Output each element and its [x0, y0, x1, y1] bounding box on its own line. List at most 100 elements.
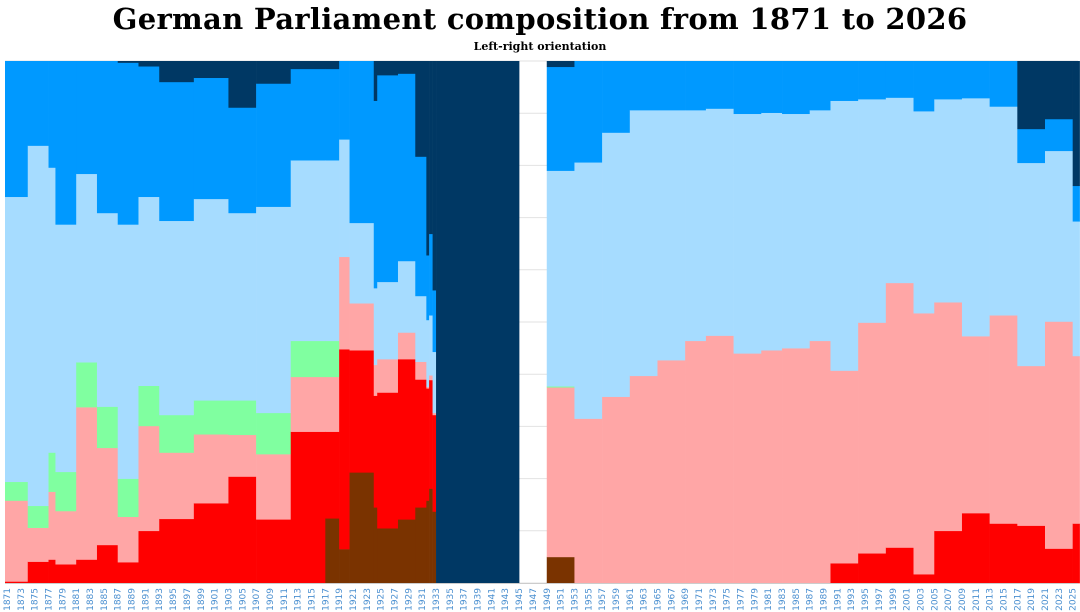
- area-centre-left-1949: [546, 387, 575, 558]
- area-centre-1877: [48, 452, 56, 492]
- x-tick-label: 1939: [474, 588, 484, 611]
- area-centre-left-1920.5: [349, 303, 375, 351]
- x-tick-label: 1897: [183, 588, 193, 611]
- area-centre-left-2005: [934, 302, 963, 532]
- x-tick-label: 1971: [695, 588, 705, 611]
- x-axis: 1871 1873 1875 1877 1879 1881 1883 1885 1887 1889…: [3, 583, 1079, 611]
- x-tick-label: 1935: [446, 588, 456, 611]
- area-far-right-1887: [117, 61, 139, 63]
- area-far-left-1930: [415, 507, 427, 584]
- area-far-left-1927.5: [397, 519, 416, 584]
- area-centre-1949: [546, 386, 575, 388]
- area-right-1924.5: [377, 75, 399, 283]
- area-centre-left-1919: [339, 256, 350, 350]
- area-left-2025: [1072, 523, 1080, 584]
- x-tick-label: 1981: [764, 588, 774, 611]
- area-far-right-1903: [228, 61, 257, 108]
- x-tick-label: 1977: [737, 588, 747, 611]
- x-tick-label: 1875: [31, 588, 41, 611]
- x-tick-label: 1957: [598, 588, 608, 611]
- x-tick-label: 1949: [543, 588, 553, 611]
- x-tick-label: 2019: [1027, 588, 1037, 611]
- area-centre-left-1924: [373, 364, 378, 396]
- area-right-1877: [48, 61, 56, 168]
- x-tick-label: 1879: [58, 588, 68, 611]
- x-tick-label: 1947: [529, 588, 539, 611]
- x-tick-label: 1911: [280, 588, 290, 611]
- area-centre-left-1972: [705, 335, 734, 584]
- area-centre-right-1887: [117, 224, 139, 479]
- area-left-1930: [415, 379, 427, 508]
- x-tick-label: 1927: [391, 588, 401, 611]
- area-centre-left-1930: [415, 361, 427, 380]
- area-right-1931.6: [426, 255, 430, 321]
- area-right-2025: [1072, 185, 1080, 222]
- area-right-1987: [809, 61, 831, 111]
- area-left-1881: [76, 559, 98, 584]
- area-right-1965: [657, 61, 686, 111]
- x-tick-label: 1961: [626, 588, 636, 611]
- area-right-1884: [96, 61, 119, 214]
- area-far-left-1931.6: [426, 500, 430, 584]
- x-tick-label: 2013: [986, 588, 996, 611]
- area-right-1990: [830, 61, 859, 101]
- area-right-1969: [685, 61, 707, 111]
- area-centre-left-1957: [602, 396, 631, 584]
- x-tick-label: 1919: [335, 588, 345, 611]
- area-centre-left-1884: [96, 447, 119, 546]
- x-tick-label: 1889: [128, 588, 138, 611]
- area-centre-right-1990: [830, 100, 859, 371]
- area-centre-left-1924.5: [377, 359, 399, 393]
- area-centre-right-1920.5: [349, 222, 375, 304]
- area-centre-right-1919: [339, 139, 350, 258]
- x-tick-label: 1915: [307, 588, 317, 611]
- area-left-1893: [159, 518, 195, 584]
- area-centre-right-1987: [809, 110, 831, 342]
- area-right-2021: [1045, 118, 1073, 152]
- x-tick-label: 1967: [667, 588, 677, 611]
- x-tick-label: 1953: [570, 588, 580, 611]
- area-centre-left-1932: [429, 375, 433, 381]
- x-tick-label: 1909: [266, 588, 276, 611]
- area-centre-1881: [76, 362, 98, 408]
- area-right-1890: [138, 66, 160, 198]
- x-tick-label: 1899: [197, 588, 207, 611]
- area-centre-right-2013: [989, 106, 1018, 316]
- area-centre-left-1893: [159, 452, 195, 520]
- area-centre-left-1898: [193, 434, 229, 504]
- area-centre-left-1953: [574, 418, 603, 584]
- area-centre-right-2009: [961, 98, 990, 337]
- area-far-left-1924.5: [377, 528, 399, 584]
- x-tick-label: 2007: [944, 588, 954, 611]
- area-centre-right-1874: [27, 145, 49, 507]
- area-centre-right-2025: [1072, 221, 1080, 357]
- area-centre-right-1998: [885, 97, 914, 284]
- x-tick-label: 1907: [252, 588, 262, 611]
- area-right-1920.5: [349, 61, 375, 224]
- area-left-1907: [256, 519, 292, 584]
- x-tick-label: 1959: [612, 588, 622, 611]
- x-tick-label: 1891: [141, 588, 151, 611]
- area-centre-right-1930: [415, 295, 427, 362]
- area-right-1927.5: [397, 73, 416, 262]
- x-tick-label: 2015: [999, 588, 1009, 611]
- area-centre-left-2009: [961, 336, 990, 514]
- x-tick-label: 1877: [45, 588, 55, 611]
- area-centre-right-1890: [138, 196, 160, 386]
- area-centre-right-1903: [228, 212, 257, 401]
- area-right-1919: [339, 61, 350, 140]
- area-centre-left-1969: [685, 340, 707, 584]
- x-tick-label: 1887: [114, 588, 124, 611]
- area-centre-left-1874: [27, 527, 49, 562]
- area-left-1912: [290, 431, 326, 584]
- area-centre-left-1961: [629, 375, 658, 584]
- area-right-1957: [602, 61, 631, 133]
- area-right-1949: [546, 66, 575, 171]
- area-centre-right-1917: [325, 160, 340, 342]
- area-centre-1903: [228, 400, 257, 436]
- area-right-1972: [705, 61, 734, 109]
- area-right-1994: [858, 61, 887, 100]
- area-centre-right-1932.5: [432, 351, 437, 414]
- area-centre-1884: [96, 406, 119, 449]
- area-right-1998: [885, 61, 914, 98]
